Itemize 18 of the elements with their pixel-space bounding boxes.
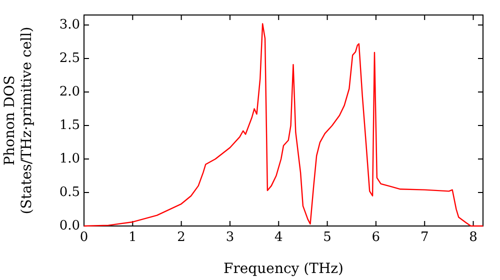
x-tick-label: 0 — [80, 230, 88, 246]
y-tick-label: 2.5 — [59, 50, 80, 66]
x-tick-label: 4 — [274, 230, 283, 246]
y-axis-title: Phonon DOS (States/THz·primitive cell) — [2, 26, 35, 214]
x-tick-label: 1 — [128, 230, 137, 246]
y-tick-label: 2.0 — [59, 84, 80, 100]
x-tick-label: 7 — [420, 230, 429, 246]
x-tick-label: 3 — [226, 230, 234, 246]
x-tick-label: 6 — [372, 230, 380, 246]
y-tick-label: 0.5 — [59, 184, 80, 200]
y-tick-label: 1.0 — [59, 151, 80, 166]
x-tick-label: 2 — [177, 230, 186, 246]
y-tick-label: 1.5 — [59, 118, 80, 133]
y-tick-label: 3.0 — [59, 17, 80, 32]
x-tick-label: 8 — [469, 230, 478, 246]
y-tick-label: 0.0 — [59, 218, 80, 234]
x-axis-title: Frequency (THz) — [223, 261, 344, 278]
x-tick-label: 5 — [323, 230, 332, 246]
